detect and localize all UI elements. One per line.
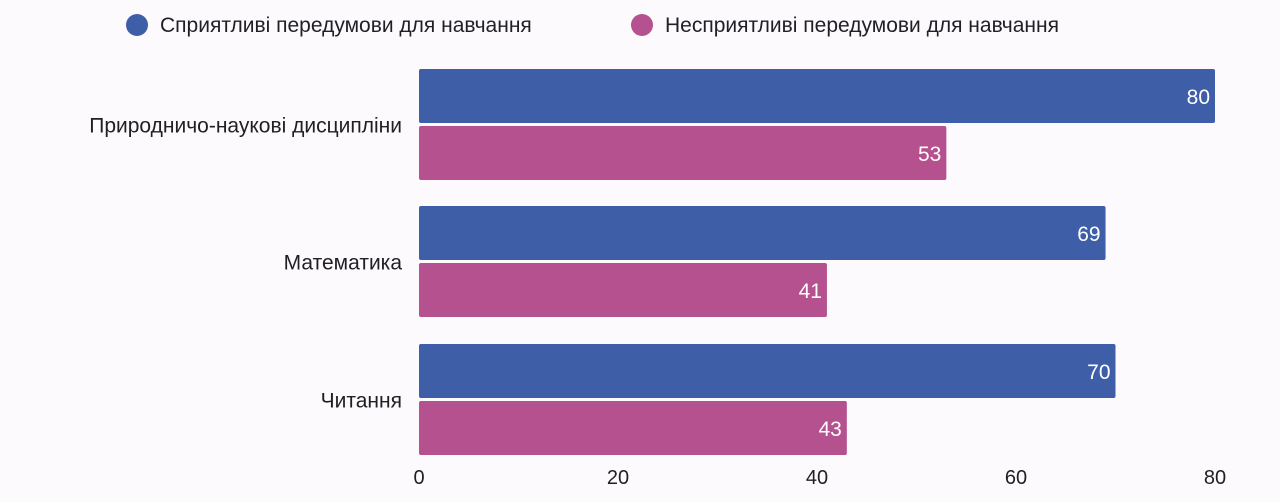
data-label: 41 <box>799 280 822 303</box>
bar-unfavorable-0 <box>419 126 947 180</box>
bar-favorable-1 <box>419 206 1106 260</box>
legend-marker <box>126 14 148 36</box>
x-tick-label: 0 <box>413 467 424 489</box>
bar-favorable-0 <box>419 69 1215 123</box>
data-label: 70 <box>1087 361 1110 384</box>
data-label: 80 <box>1187 86 1210 109</box>
x-tick-label: 80 <box>1204 467 1226 489</box>
data-label: 43 <box>818 418 841 441</box>
category-label: Природничо-наукові дисципліни <box>89 115 402 138</box>
data-label: 53 <box>918 143 941 166</box>
bar-unfavorable-1 <box>419 263 827 317</box>
category-label: Математика <box>284 252 403 275</box>
bars <box>419 69 1215 455</box>
x-tick-label: 60 <box>1005 467 1027 489</box>
data-label: 69 <box>1077 223 1100 246</box>
category-label: Читання <box>321 390 402 413</box>
bar-favorable-2 <box>419 344 1116 398</box>
chart-legend: Сприятливі передумови для навчання Неспри… <box>126 14 1059 37</box>
value-labels: 80 53 69 41 70 43 <box>799 86 1210 441</box>
x-tick-label: 40 <box>806 467 828 489</box>
legend-marker <box>631 14 653 36</box>
legend-label: Несприятливі передумови для навчання <box>665 14 1059 37</box>
legend-label: Сприятливі передумови для навчання <box>160 14 532 37</box>
bar-unfavorable-2 <box>419 401 847 455</box>
x-tick-label: 20 <box>607 467 629 489</box>
category-labels: Природничо-наукові дисципліни Математика Ч… <box>89 115 402 413</box>
x-axis: 0 20 40 60 80 <box>413 467 1226 489</box>
